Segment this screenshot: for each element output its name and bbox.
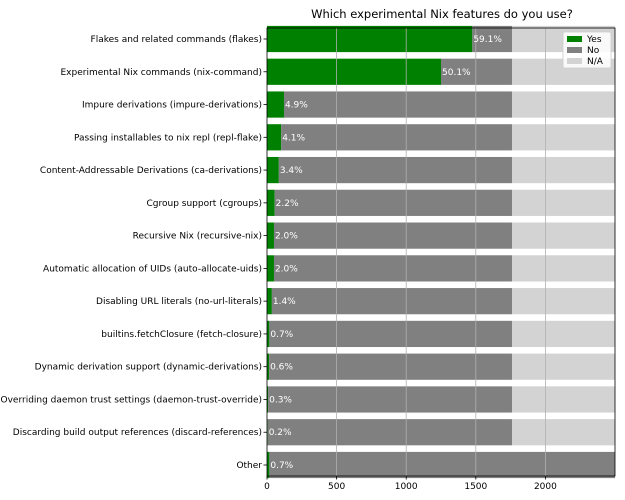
plot-frame: [266, 27, 616, 477]
category-label-11: Overriding daemon trust settings (daemon…: [1, 395, 263, 405]
labels-layer: 59.1% 50.1% 4.9% 4.1% 3.4% 2.2% 2.0% 2.0% 1.4% 0.…: [269, 35, 503, 471]
bar-yes-13: [267, 451, 270, 479]
bar-yes-11: [267, 386, 269, 413]
bar-label-7: 2.0%: [275, 264, 298, 274]
grid-layer: [336, 28, 546, 476]
category-label-1: Experimental Nix commands (nix-command): [61, 68, 263, 78]
bar-na-2: [511, 91, 615, 118]
bar-yes-10: [267, 353, 270, 380]
bar-yes-5: [267, 189, 275, 216]
x-tick-label-0: 0: [264, 482, 270, 492]
axis-layer: Flakes and related commands (flakes) Expe…: [1, 27, 616, 492]
bar-yes-7: [267, 255, 274, 282]
category-label-9: builtins.fetchClosure (fetch-closure): [101, 330, 262, 340]
category-label-7: Automatic allocation of UIDs (auto-alloc…: [43, 264, 262, 274]
category-label-2: Impure derivations (impure-derivations): [82, 101, 262, 111]
x-tick-label-3: 1500: [464, 482, 487, 492]
bar-label-8: 1.4%: [273, 297, 296, 307]
bar-yes-6: [267, 222, 274, 249]
bar-label-6: 2.0%: [275, 232, 298, 242]
legend-label-yes: Yes: [586, 35, 602, 45]
bar-label-2: 4.9%: [285, 101, 308, 111]
bar-no-1: [441, 58, 512, 85]
bar-yes-0: [267, 25, 473, 53]
legend-swatch-na: [567, 58, 582, 64]
category-label-13: Other: [236, 461, 262, 471]
bar-na-12: [511, 419, 615, 446]
bar-no-4: [278, 156, 512, 184]
bar-no-9: [269, 320, 512, 348]
bar-no-13: [269, 451, 615, 479]
bar-na-11: [511, 386, 615, 413]
bar-na-10: [511, 353, 615, 380]
bar-yes-8: [267, 288, 272, 315]
category-label-0: Flakes and related commands (flakes): [91, 35, 262, 45]
bar-label-9: 0.7%: [270, 330, 293, 340]
bar-na-6: [511, 222, 615, 249]
bar-label-3: 4.1%: [282, 133, 305, 143]
bar-label-12: 0.2%: [269, 428, 292, 438]
bar-na-5: [511, 189, 615, 216]
bar-no-10: [269, 353, 512, 380]
bar-no-6: [273, 222, 512, 249]
bar-no-5: [274, 189, 512, 216]
bar-yes-1: [267, 58, 441, 85]
category-label-4: Content-Addressable Derivations (ca-deri…: [40, 166, 262, 176]
bar-label-1: 50.1%: [442, 68, 471, 78]
chart-title: Which experimental Nix features do you u…: [311, 7, 573, 21]
bar-yes-4: [267, 156, 279, 184]
category-label-10: Dynamic derivation support (dynamic-deri…: [35, 363, 262, 373]
bar-na-7: [511, 255, 615, 282]
bar-label-0: 59.1%: [473, 35, 502, 45]
x-tick-label-2: 1000: [395, 482, 418, 492]
bar-yes-3: [267, 124, 282, 151]
bar-no-8: [271, 288, 512, 315]
bar-label-10: 0.6%: [270, 363, 293, 373]
x-tick-label-1: 500: [328, 482, 345, 492]
bar-yes-9: [267, 320, 270, 348]
category-label-8: Disabling URL literals (no-url-literals): [96, 297, 262, 307]
bar-yes-2: [267, 91, 284, 118]
category-label-3: Passing installables to nix repl (repl-f…: [74, 133, 262, 143]
bar-no-2: [283, 91, 512, 118]
bar-no-12: [267, 419, 512, 446]
bar-label-11: 0.3%: [269, 395, 292, 405]
bar-no-3: [281, 124, 512, 151]
bars-layer: [267, 25, 615, 479]
x-tick-label-4: 2000: [534, 482, 557, 492]
bar-no-7: [273, 255, 512, 282]
category-label-5: Cgroup support (cgroups): [147, 199, 263, 209]
legend-label-na: N/A: [587, 57, 604, 67]
bar-na-4: [511, 156, 615, 184]
legend-swatch-yes: [567, 36, 582, 42]
bar-label-13: 0.7%: [270, 461, 293, 471]
bar-na-9: [511, 320, 615, 348]
bar-na-3: [511, 124, 615, 151]
legend-label-no: No: [587, 46, 600, 56]
category-label-6: Recursive Nix (recursive-nix): [133, 232, 262, 242]
bar-label-4: 3.4%: [280, 166, 303, 176]
bar-na-8: [511, 288, 615, 315]
bar-no-11: [268, 386, 512, 413]
category-label-12: Discarding build output references (disc…: [13, 428, 262, 438]
bar-label-5: 2.2%: [276, 199, 299, 209]
legend-swatch-no: [567, 47, 582, 53]
bar-no-0: [472, 25, 512, 53]
